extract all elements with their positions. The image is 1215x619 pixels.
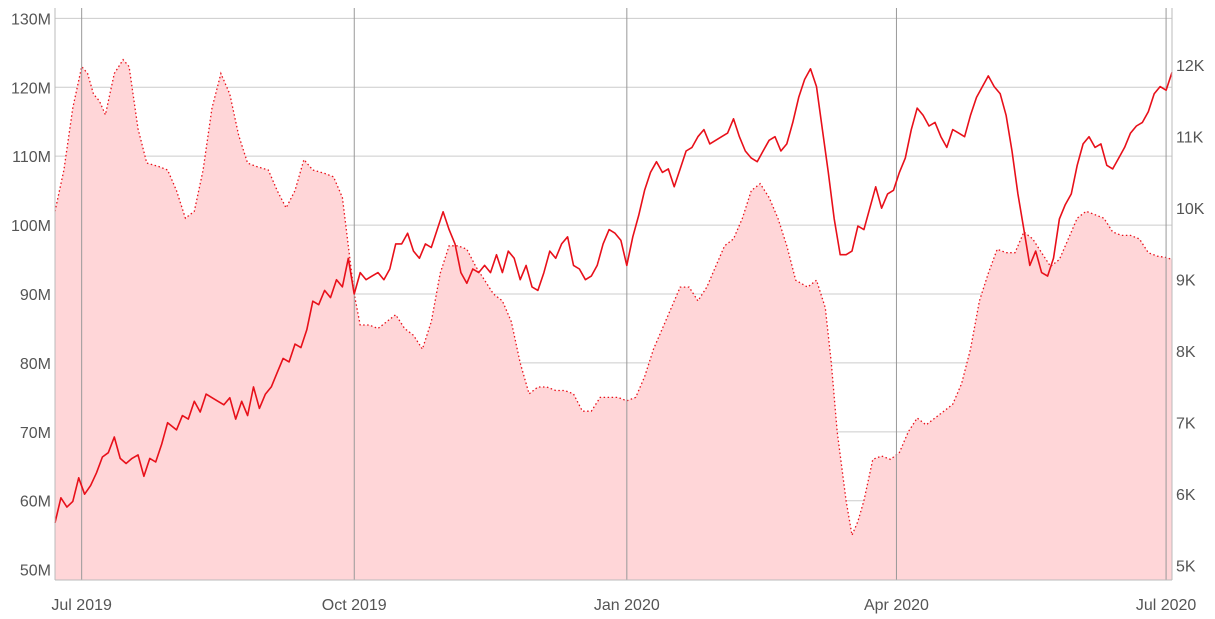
axes <box>54 8 1173 581</box>
left-axis-ticks: 50M 60M 70M 80M 90M 100M 110M 120M 130M <box>11 11 51 579</box>
area-series-fill <box>55 59 1172 580</box>
right-tick-label: 6K <box>1176 487 1196 504</box>
x-tick-label: Oct 2019 <box>322 597 387 614</box>
x-tick-label: Jan 2020 <box>594 597 660 614</box>
left-tick-label: 70M <box>20 425 51 442</box>
x-tick-label: Jul 2019 <box>51 597 112 614</box>
right-tick-label: 12K <box>1176 58 1205 75</box>
right-tick-label: 5K <box>1176 559 1196 576</box>
left-tick-label: 130M <box>11 11 51 28</box>
left-tick-label: 120M <box>11 80 51 97</box>
right-tick-label: 7K <box>1176 416 1196 433</box>
area-series-edge <box>54 58 1173 538</box>
right-axis-ticks: 5K 6K 7K 8K 9K 10K 11K 12K <box>1176 58 1205 576</box>
left-tick-label: 60M <box>20 494 51 511</box>
left-tick-label: 80M <box>20 356 51 373</box>
right-tick-label: 11K <box>1176 130 1204 147</box>
line-series-layer <box>54 68 1173 523</box>
left-tick-label: 90M <box>20 287 51 304</box>
right-tick-label: 8K <box>1176 344 1196 361</box>
x-tick-label: Jul 2020 <box>1136 597 1197 614</box>
line-series-path <box>54 68 1173 523</box>
x-tick-label: Apr 2020 <box>864 597 929 614</box>
x-axis-ticks: Jul 2019 Oct 2019 Jan 2020 Apr 2020 Jul 2020 <box>51 597 1196 614</box>
right-tick-label: 9K <box>1176 273 1196 290</box>
left-tick-label: 50M <box>20 563 51 580</box>
left-tick-label: 110M <box>12 149 51 166</box>
left-tick-label: 100M <box>11 218 51 235</box>
area-series-layer <box>54 58 1173 580</box>
right-tick-label: 10K <box>1176 201 1205 218</box>
